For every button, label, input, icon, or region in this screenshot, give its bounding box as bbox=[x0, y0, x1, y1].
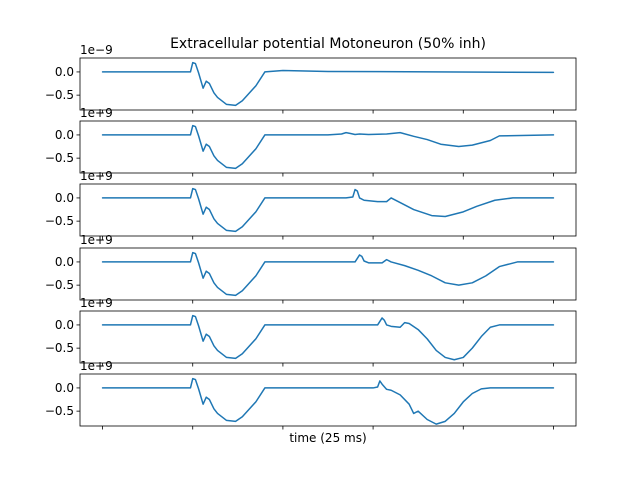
axes-frame-3 bbox=[79, 183, 577, 237]
y-tick-label-5-2: −0.5 bbox=[45, 341, 74, 355]
series-line-5 bbox=[101, 314, 555, 361]
axes-frame-4 bbox=[79, 247, 577, 301]
chart-title: Extracellular potential Motoneuron (50% … bbox=[170, 36, 486, 52]
y-tick-label-2-1: 0.0 bbox=[55, 128, 74, 142]
y-tick-label-3-2: −0.5 bbox=[45, 214, 74, 228]
y-offset-label-6: 1e+9 bbox=[80, 359, 113, 373]
y-tick-label-4-2: −0.5 bbox=[45, 278, 74, 292]
panel-3: 0.0 −0.5 1e+9 bbox=[45, 169, 577, 240]
series-line-3 bbox=[101, 187, 555, 233]
axes-frame-6 bbox=[79, 373, 577, 427]
panel-6: 0.0 −0.5 1e+9 bbox=[45, 359, 577, 430]
y-offset-label-3: 1e+9 bbox=[80, 169, 113, 183]
series-line-4 bbox=[101, 251, 555, 297]
y-tick-label-1-2: −0.5 bbox=[45, 88, 74, 102]
axes-frame-2 bbox=[79, 120, 577, 174]
y-offset-label-2: 1e+9 bbox=[80, 106, 113, 120]
panel-2: 0.0 −0.5 1e+9 bbox=[45, 106, 577, 177]
y-tick-label-2-2: −0.5 bbox=[45, 151, 74, 165]
y-tick-label-6-2: −0.5 bbox=[45, 404, 74, 418]
axes-frame-5 bbox=[79, 310, 577, 364]
y-tick-label-3-1: 0.0 bbox=[55, 191, 74, 205]
panel-1: 0.0 −0.5 1e−9 bbox=[45, 43, 577, 114]
axes-frame-1 bbox=[79, 57, 577, 111]
series-line-2 bbox=[101, 124, 555, 170]
y-tick-label-4-1: 0.0 bbox=[55, 255, 74, 269]
panel-5: 0.0 −0.5 1e+9 bbox=[45, 296, 577, 367]
y-tick-label-5-1: 0.0 bbox=[55, 318, 74, 332]
y-offset-label-5: 1e+9 bbox=[80, 296, 113, 310]
series-line-1 bbox=[101, 61, 555, 107]
x-axis-label: time (25 ms) bbox=[289, 431, 366, 445]
y-tick-label-6-1: 0.0 bbox=[55, 381, 74, 395]
y-offset-label-4: 1e+9 bbox=[80, 233, 113, 247]
y-tick-label-1-1: 0.0 bbox=[55, 65, 74, 79]
panels-group: 0.0 −0.5 1e−9 0.0 −0.5 1e+9 0.0 −0.5 1e+9 0.0 −0.5… bbox=[45, 43, 577, 430]
panel-4: 0.0 −0.5 1e+9 bbox=[45, 233, 577, 304]
y-offset-label-1: 1e−9 bbox=[80, 43, 113, 57]
series-line-6 bbox=[101, 377, 555, 425]
